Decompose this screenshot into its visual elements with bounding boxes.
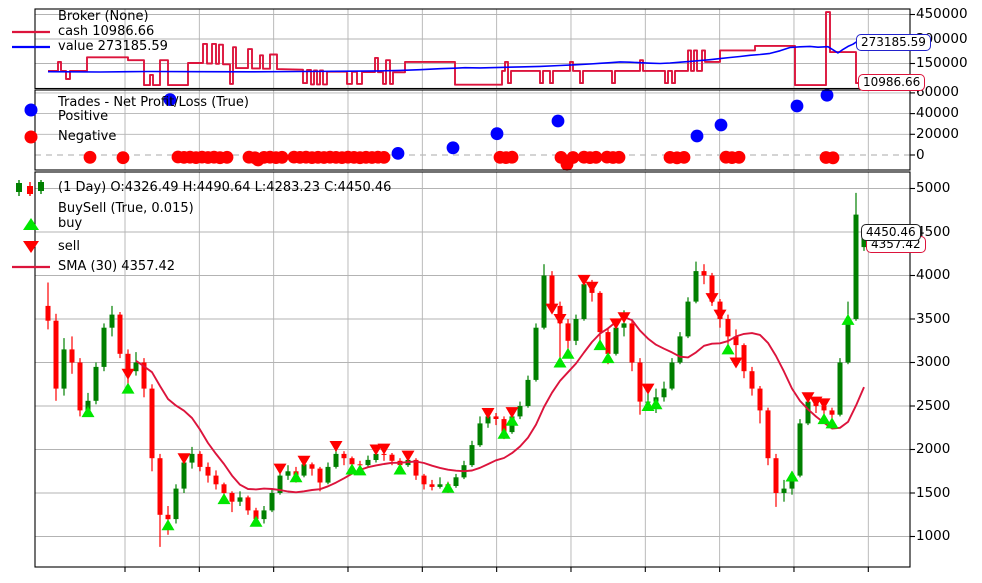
y-tick-label: 3000	[916, 354, 951, 370]
positive-legend-label: Positive	[58, 109, 109, 124]
candles-layer	[45, 192, 867, 547]
y-tick-label: 4500	[916, 223, 951, 240]
sma-line	[135, 316, 865, 494]
trades-legend-title: Trades - Net Profit/Loss (True)	[58, 95, 249, 110]
ohlc-legend-label: (1 Day) O:4326.49 H:4490.64 L:4283.23 C:…	[58, 180, 392, 195]
y-tick-label: 0	[916, 146, 925, 163]
y-tick-label: 1000	[916, 528, 951, 544]
y-tick-label: 40000	[916, 105, 959, 122]
broker-series	[47, 11, 866, 88]
positive-dot-icon	[12, 102, 50, 118]
broker-legend-title: Broker (None)	[58, 9, 149, 24]
last-price-tag: 4450.46	[861, 224, 921, 241]
y-tick-label: 4000	[916, 267, 951, 283]
broker-cash-tag: 10986.66	[858, 74, 926, 91]
sma-legend-label: SMA (30) 4357.42	[58, 259, 176, 274]
y-tick-label: 1500	[916, 484, 951, 501]
broker-value-tag: 273185.59	[856, 34, 931, 51]
y-tick-label: 5000	[916, 180, 951, 196]
y-tick-label: 3500	[916, 310, 951, 327]
buy-triangle-icon	[12, 217, 50, 231]
y-tick-label: 60000	[916, 84, 959, 101]
cash-legend-label: cash 10986.66	[58, 24, 155, 39]
broker-legend: Broker (None) cash 10986.66 value 273185…	[0, 10, 168, 55]
y-tick-label: 450000	[916, 6, 968, 22]
candlestick-icon	[12, 179, 50, 197]
negative-dot-icon	[12, 129, 50, 145]
negative-legend-label: Negative	[58, 129, 117, 144]
panel-borders	[34, 8, 915, 572]
y-tick-label: 2500	[916, 397, 951, 414]
trade-dots	[83, 88, 840, 171]
buy-legend-label: buy	[58, 216, 83, 231]
trades-legend: Trades - Net Profit/Loss (True) Positive…	[0, 96, 249, 146]
value-legend-label: value 273185.59	[58, 39, 168, 54]
sma-line-icon	[12, 264, 50, 270]
sell-triangle-icon	[12, 240, 50, 254]
buysell-legend-title: BuySell (True, 0.015)	[58, 201, 194, 216]
grid-lines	[35, 9, 910, 567]
sell-legend-label: sell	[58, 239, 80, 254]
y-tick-label: 2000	[916, 441, 951, 457]
buysell-markers	[81, 274, 855, 531]
y-tick-label: 20000	[916, 125, 959, 142]
y-tick-label: 150000	[916, 55, 968, 71]
cash-line-icon	[12, 29, 50, 35]
value-line-icon	[12, 44, 50, 50]
price-legend: (1 Day) O:4326.49 H:4490.64 L:4283.23 C:…	[0, 179, 391, 275]
